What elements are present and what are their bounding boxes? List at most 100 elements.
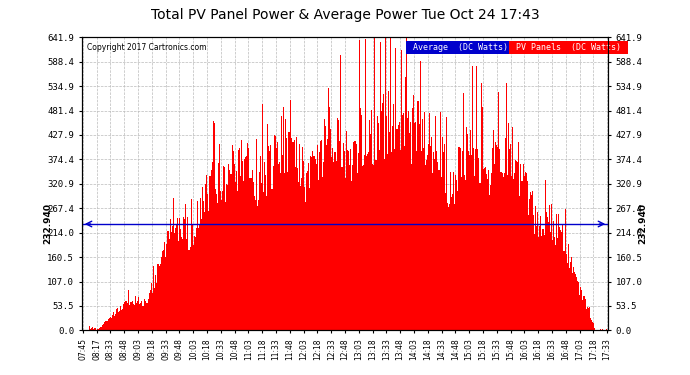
Bar — [132, 304, 134, 330]
Bar — [290, 100, 291, 330]
Bar — [305, 202, 306, 330]
Bar — [306, 172, 307, 330]
Bar — [466, 127, 467, 330]
Bar — [310, 156, 311, 330]
Bar — [345, 178, 346, 330]
Bar — [528, 215, 529, 330]
Bar — [544, 180, 546, 330]
Text: 232.940: 232.940 — [638, 204, 647, 245]
Bar — [475, 149, 476, 330]
Bar — [493, 130, 494, 330]
Bar — [470, 130, 471, 330]
Bar — [482, 169, 484, 330]
Bar — [136, 303, 137, 330]
Bar — [390, 38, 391, 330]
Bar — [102, 326, 103, 330]
Bar — [286, 138, 287, 330]
Bar — [176, 225, 177, 330]
Bar — [342, 166, 343, 330]
Bar — [227, 185, 228, 330]
Bar — [426, 160, 427, 330]
Bar — [462, 151, 463, 330]
Bar — [223, 166, 224, 330]
Bar — [469, 155, 470, 330]
Bar — [365, 39, 366, 330]
Bar — [239, 148, 240, 330]
Bar — [188, 249, 190, 330]
Bar — [308, 163, 309, 330]
Bar — [112, 315, 113, 330]
Bar — [244, 159, 245, 330]
Bar — [200, 198, 201, 330]
Bar — [94, 328, 95, 330]
Bar — [513, 178, 514, 330]
Bar — [182, 239, 184, 330]
Bar — [203, 201, 204, 330]
Bar — [529, 200, 530, 330]
Bar — [309, 188, 310, 330]
Bar — [117, 308, 118, 330]
Bar — [411, 164, 412, 330]
Bar — [201, 219, 202, 330]
Bar — [562, 225, 564, 330]
Bar — [431, 137, 432, 330]
Bar — [193, 244, 194, 330]
Bar — [458, 147, 460, 330]
Bar — [265, 175, 266, 330]
Bar — [437, 162, 438, 330]
Bar — [476, 66, 477, 330]
Bar — [283, 107, 284, 330]
Bar — [166, 244, 168, 330]
Bar — [460, 177, 462, 330]
Bar — [575, 274, 576, 330]
Bar — [386, 116, 387, 330]
Bar — [472, 66, 473, 330]
Bar — [512, 127, 513, 330]
Bar — [128, 305, 130, 330]
Bar — [577, 280, 578, 330]
Bar — [313, 156, 315, 330]
Bar — [214, 123, 215, 330]
Bar — [508, 123, 509, 330]
Bar — [531, 195, 532, 330]
Bar — [558, 214, 560, 330]
Bar — [572, 273, 573, 330]
Bar — [252, 170, 253, 330]
Bar — [144, 298, 146, 330]
Bar — [578, 282, 579, 330]
Bar — [413, 95, 414, 330]
Bar — [162, 251, 164, 330]
Bar — [93, 329, 94, 330]
Bar — [442, 137, 443, 330]
Bar — [226, 184, 227, 330]
Bar — [108, 318, 110, 330]
Bar — [552, 240, 553, 330]
Bar — [582, 300, 584, 330]
Bar — [115, 314, 116, 330]
Bar — [389, 132, 390, 330]
Bar — [420, 61, 421, 330]
Bar — [216, 194, 217, 330]
Bar — [373, 165, 375, 330]
Bar — [154, 288, 155, 330]
Bar — [347, 150, 348, 330]
Bar — [100, 327, 101, 330]
Bar — [456, 180, 457, 330]
Bar — [159, 266, 160, 330]
Bar — [291, 138, 293, 330]
Bar — [141, 301, 142, 330]
Bar — [225, 202, 226, 330]
Bar — [432, 173, 433, 330]
Bar — [570, 262, 571, 330]
Bar — [590, 318, 591, 330]
Bar — [215, 189, 216, 330]
Bar — [219, 144, 220, 330]
Bar — [234, 164, 235, 330]
Bar — [359, 108, 361, 330]
Bar — [588, 308, 589, 330]
Bar — [304, 187, 305, 330]
Bar — [302, 147, 303, 330]
Bar — [331, 157, 333, 330]
Bar — [135, 296, 136, 330]
Bar — [494, 164, 495, 330]
